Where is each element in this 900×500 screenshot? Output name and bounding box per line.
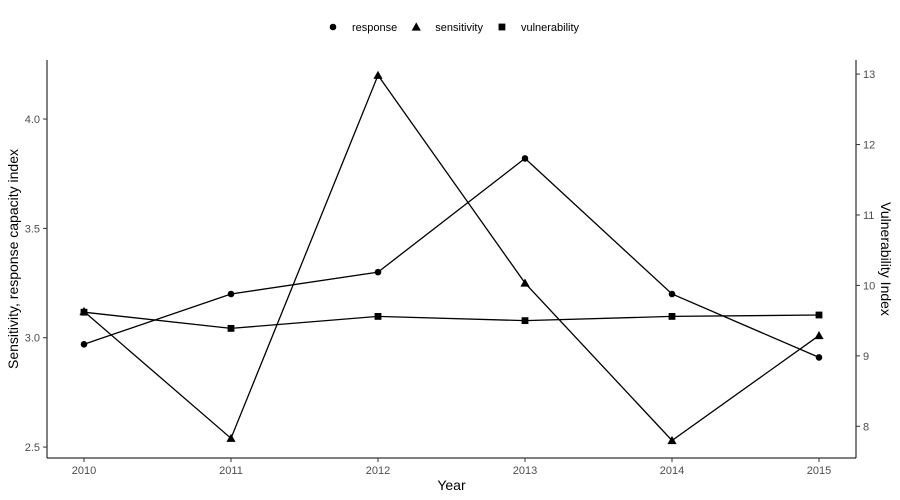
axis-ticks: 2010 2011 2012 2013 2014 2015 2.5 3.0 3.5 4.0 8 9 10… (25, 69, 876, 477)
y2-axis-title: Vulnerability Index (878, 202, 894, 316)
legend-label: sensitivity (435, 22, 483, 34)
series-line-sensitivity (83, 73, 820, 442)
legend-key-sensitivity (411, 22, 421, 31)
series-line-vulnerability (83, 311, 820, 330)
legend-label: response (352, 22, 397, 34)
point-response (521, 155, 529, 162)
point-response (668, 290, 676, 298)
y2-tick-label: 13 (863, 69, 875, 81)
y2-tick-label: 12 (863, 140, 875, 152)
y2-tick-label: 11 (863, 210, 874, 222)
legend-item-sensitivity: sensitivity (411, 22, 483, 34)
point-response (815, 354, 823, 361)
legend-key-response (329, 23, 337, 31)
x-tick-label: 2011 (219, 465, 243, 477)
x-tick-label: 2013 (513, 465, 537, 477)
point-vulnerability (521, 317, 529, 325)
y2-tick-label: 10 (863, 280, 875, 292)
x-tick-label: 2014 (660, 465, 684, 477)
x-axis-title: Year (437, 477, 466, 493)
y2-tick-label: 8 (863, 421, 869, 433)
point-response (227, 290, 235, 298)
point-sensitivity (226, 433, 236, 442)
y-tick-label: 3.0 (25, 333, 40, 345)
point-response (80, 340, 88, 348)
series-markers (79, 70, 824, 445)
legend: response sensitivity vulnerability (329, 22, 580, 34)
point-sensitivity (373, 70, 383, 79)
series-line-response (83, 157, 820, 359)
point-response (374, 268, 382, 276)
point-sensitivity (667, 435, 677, 445)
y2-tick-label: 9 (863, 351, 869, 363)
legend-label: vulnerability (521, 22, 580, 34)
legend-key-vulnerability (498, 23, 506, 31)
y-tick-label: 4.0 (25, 114, 40, 126)
legend-item-vulnerability: vulnerability (498, 22, 580, 34)
point-vulnerability (374, 313, 382, 320)
series-lines (83, 73, 820, 442)
y-axis-title: Sensitivity, response capacity index (5, 149, 21, 369)
legend-item-response: response (329, 22, 397, 34)
x-tick-label: 2010 (72, 465, 96, 477)
point-vulnerability (227, 324, 235, 332)
point-vulnerability (815, 311, 823, 319)
point-sensitivity (814, 330, 824, 340)
point-vulnerability (668, 313, 676, 320)
point-sensitivity (520, 278, 530, 287)
x-tick-label: 2015 (807, 465, 831, 477)
x-tick-label: 2012 (366, 465, 390, 477)
plot-area: 2010 2011 2012 2013 2014 2015 2.5 3.0 3.5 4.0 8 9 10… (25, 60, 876, 477)
point-vulnerability (80, 308, 88, 316)
y-tick-label: 2.5 (25, 442, 40, 454)
y-tick-label: 3.5 (25, 223, 40, 235)
